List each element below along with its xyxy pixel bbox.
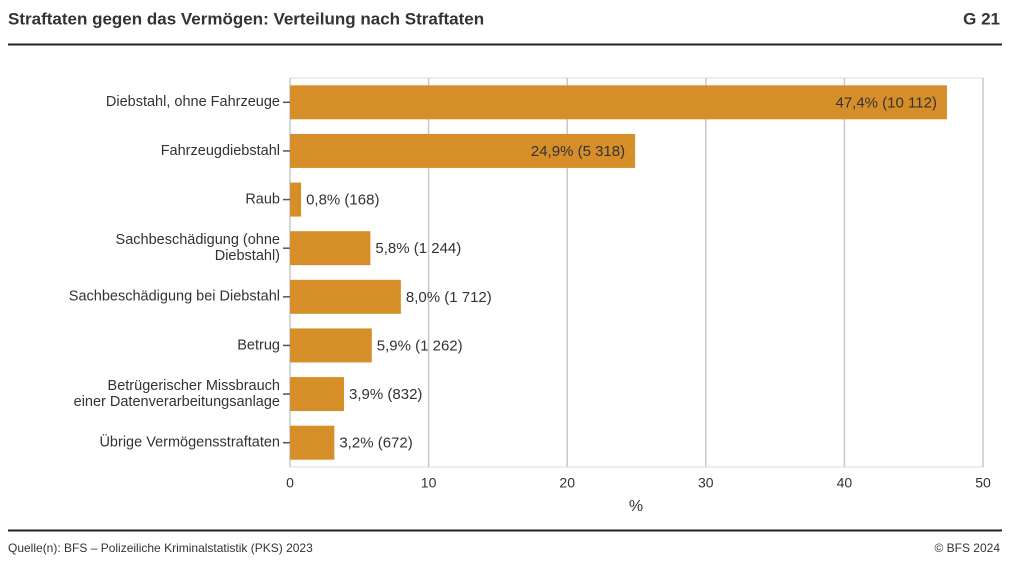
y-tick-label: Fahrzeugdiebstahl [161,143,280,159]
y-tick-label: Diebstahl, ohne Fahrzeuge [106,94,280,110]
x-tick-label: 20 [559,475,575,491]
source: Quelle(n): BFS – Polizeiliche Kriminalst… [8,541,313,555]
x-tick-label: 30 [698,475,714,491]
value-label: 47,4% (10 112) [835,94,936,111]
y-tick-label: Raub [245,191,280,207]
value-label: 8,0% (1 712) [406,289,492,306]
value-label: 5,9% (1 262) [377,337,463,354]
x-tick-label: 10 [421,475,437,491]
y-tick-label: Sachbeschädigung bei Diebstahl [69,289,280,305]
x-tick-label: 0 [286,475,294,491]
chart-title: Straftaten gegen das Vermögen: Verteilun… [8,9,484,28]
bar [290,425,335,460]
bar [290,133,636,168]
value-label: 5,8% (1 244) [375,240,461,257]
value-label: 3,2% (672) [339,435,412,452]
x-tick-label: 50 [975,475,991,491]
copyright: © BFS 2024 [934,541,1000,555]
y-tick-label: Betrügerischer Missbrauch einer Datenvera… [74,378,280,410]
bar [290,377,345,412]
bar [290,279,401,314]
x-axis-label: % [629,498,643,515]
value-label: 3,9% (832) [349,386,422,403]
bar [290,182,302,217]
value-label: 0,8% (168) [306,192,379,209]
bar [290,85,947,120]
y-tick-label: Sachbeschädigung (ohne Diebstahl) [116,232,280,264]
bar [290,231,371,266]
bar [290,328,372,363]
y-tick-label: Übrige Vermögensstraftaten [99,433,280,451]
y-tick-label: Betrug [237,337,280,353]
chart-id: G 21 [963,9,1000,28]
value-label: 24,9% (5 318) [531,143,625,160]
x-tick-label: 40 [837,475,853,491]
